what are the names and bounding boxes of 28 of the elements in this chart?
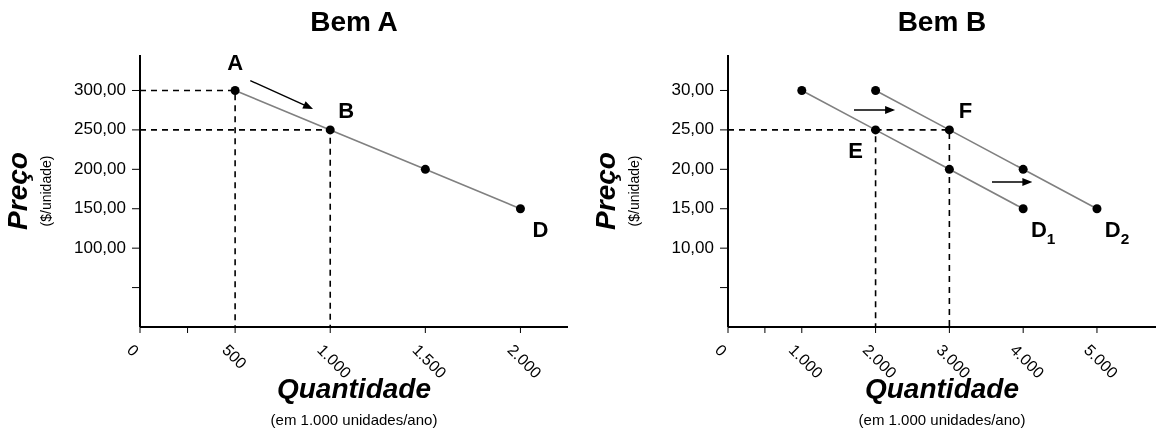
annotation: F (958, 97, 973, 123)
y-tick-label: 300,00 (74, 79, 126, 99)
y-tick-label: 10,00 (671, 237, 714, 257)
chart-title: Bem B (896, 6, 988, 38)
text: ($/unidade) (37, 154, 55, 229)
annotation: D (532, 216, 549, 242)
y-tick-label: 20,00 (671, 158, 714, 178)
text: (em 1.000 unidades/ano) (269, 411, 439, 428)
y-tick-label: 200,00 (74, 158, 126, 178)
chart-title: Bem A (309, 6, 399, 38)
annotation: A (227, 50, 244, 76)
x-tick-label: 0 (711, 341, 731, 360)
text: ($/unidade) (625, 154, 643, 229)
text: (em 1.000 unidades/ano) (857, 411, 1027, 428)
annotation: D$_{2}$ (1104, 216, 1130, 247)
y-tick-label: 30,00 (671, 79, 714, 99)
x-tick-label: 500 (219, 341, 251, 372)
annotation: D$_{1}$ (1030, 216, 1056, 247)
y-tick-label: 100,00 (74, 237, 126, 257)
y-tick-label: 15,00 (671, 198, 714, 218)
y-tick-label: 25,00 (671, 119, 714, 139)
y-axis-title: Preço (2, 151, 34, 232)
annotation: E (848, 137, 863, 163)
y-axis-title: Preço (590, 151, 622, 232)
x-tick-label: 0 (123, 341, 143, 360)
y-tick-label: 250,00 (74, 119, 126, 139)
y-tick-label: 150,00 (74, 198, 126, 218)
annotation: B (338, 97, 355, 123)
